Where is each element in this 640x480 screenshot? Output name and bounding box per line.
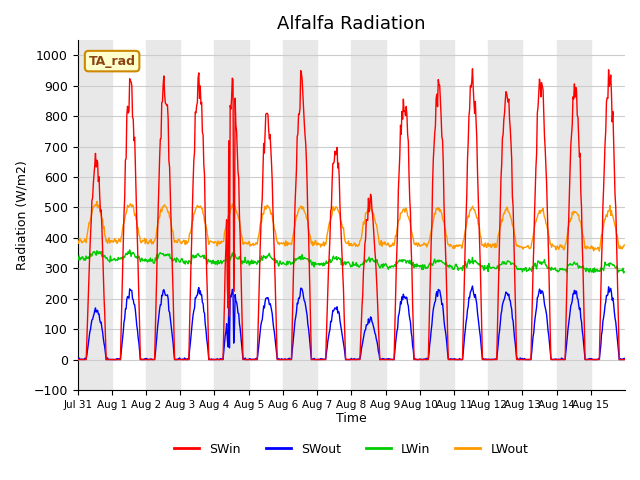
Line: SWin: SWin [77, 69, 624, 360]
SWout [139, 357, 147, 362]
LWin [620, 270, 627, 276]
Bar [488, 40, 522, 390]
Line: SWout: SWout [77, 286, 624, 360]
LWin [239, 258, 247, 264]
LWin [620, 269, 628, 275]
LWout [239, 241, 247, 247]
LWout [438, 216, 446, 222]
SWin [407, 247, 415, 252]
SWin [468, 66, 476, 72]
Legend: SWin, SWout, LWin, LWout: SWin, SWout, LWin, LWout [170, 438, 533, 461]
LWin [139, 258, 147, 264]
Title: Alfalfa Radiation: Alfalfa Radiation [277, 15, 426, 33]
SWin [138, 357, 146, 362]
SWin [266, 136, 273, 142]
SWout [266, 300, 274, 306]
Bar [77, 40, 112, 390]
SWout [438, 301, 446, 307]
Line: LWin: LWin [77, 250, 624, 273]
LWout [266, 207, 274, 213]
Line: LWout: LWout [77, 202, 624, 251]
Bar [420, 40, 454, 390]
Bar [283, 40, 317, 390]
LWout [93, 199, 100, 204]
SWin [438, 134, 445, 140]
LWin [438, 260, 446, 265]
SWout [239, 357, 247, 362]
LWout [74, 238, 81, 244]
Bar [557, 40, 591, 390]
LWin [408, 261, 416, 266]
SWout [287, 357, 294, 362]
Bar [146, 40, 180, 390]
SWin [239, 326, 246, 332]
LWin [126, 247, 134, 253]
SWout [620, 356, 628, 361]
SWin [620, 357, 628, 362]
Bar [351, 40, 385, 390]
LWout [408, 230, 416, 236]
Y-axis label: Radiation (W/m2): Radiation (W/m2) [15, 160, 28, 270]
LWin [287, 262, 294, 267]
SWout [408, 334, 416, 340]
X-axis label: Time: Time [336, 412, 367, 425]
SWin [286, 357, 294, 362]
LWin [74, 255, 81, 261]
SWout [74, 357, 81, 362]
LWout [595, 248, 603, 254]
SWout [468, 283, 476, 289]
LWout [287, 241, 294, 247]
SWin [74, 357, 81, 362]
Text: TA_rad: TA_rad [88, 55, 136, 68]
LWout [620, 242, 628, 248]
Bar [214, 40, 249, 390]
LWout [139, 238, 147, 243]
SWout [74, 357, 82, 362]
LWin [266, 254, 274, 260]
